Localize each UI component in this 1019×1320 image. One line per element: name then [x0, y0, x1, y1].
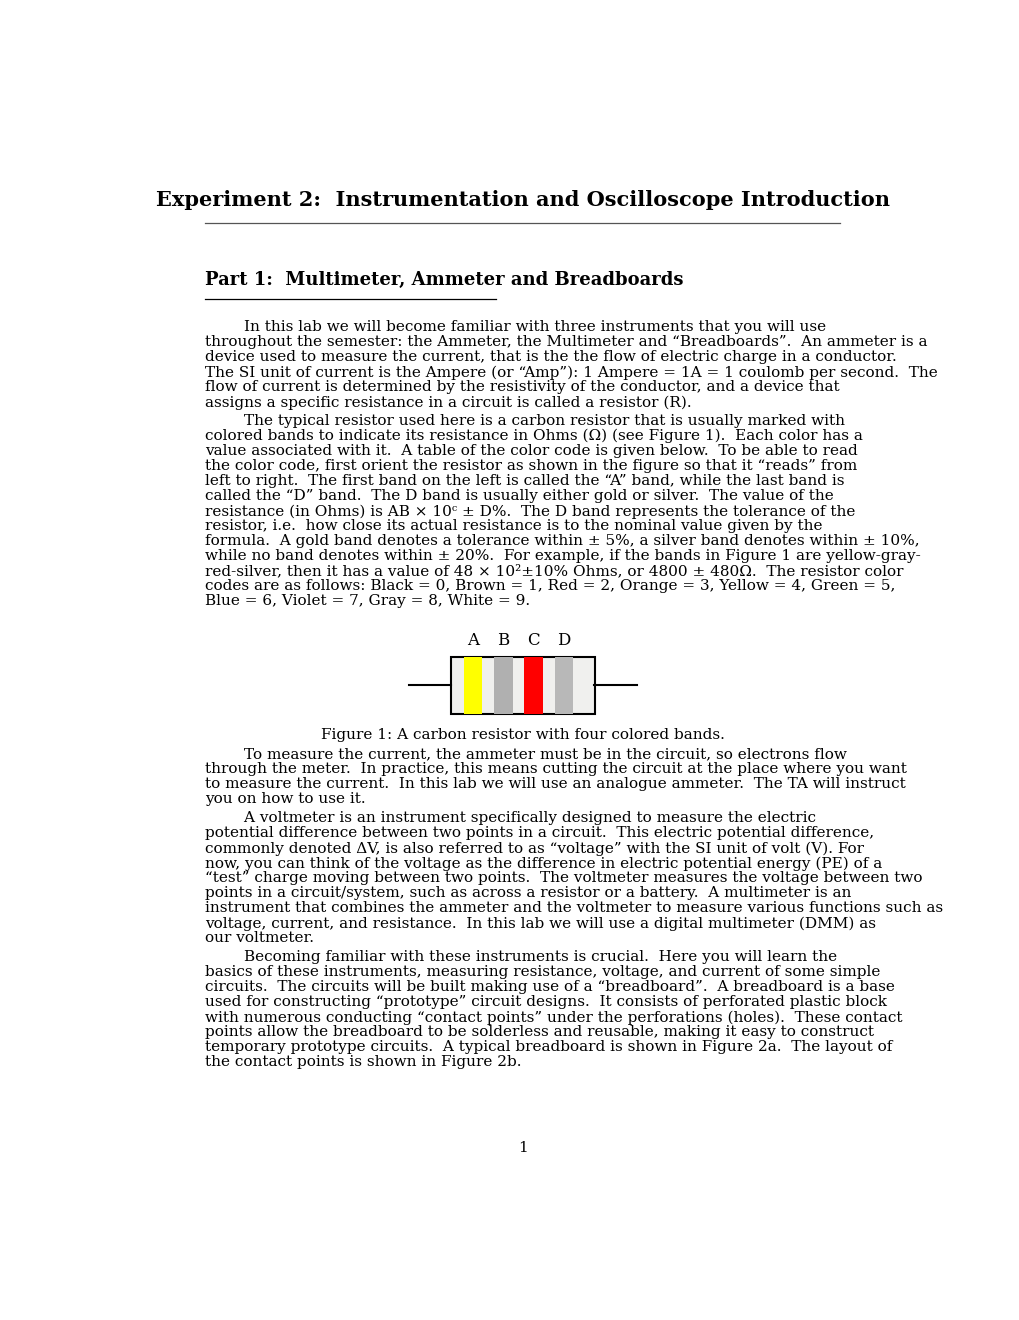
Text: To measure the current, the ammeter must be in the circuit, so electrons flow: To measure the current, the ammeter must… — [205, 747, 846, 762]
Text: commonly denoted ΔV, is also referred to as “voltage” with the SI unit of volt (: commonly denoted ΔV, is also referred to… — [205, 841, 863, 855]
Text: instrument that combines the ammeter and the voltmeter to measure various functi: instrument that combines the ammeter and… — [205, 902, 943, 916]
Text: Becoming familiar with these instruments is crucial.  Here you will learn the: Becoming familiar with these instruments… — [205, 950, 837, 965]
Text: Part 1:  Multimeter, Ammeter and Breadboards: Part 1: Multimeter, Ammeter and Breadboa… — [205, 272, 683, 289]
Text: A voltmeter is an instrument specifically designed to measure the electric: A voltmeter is an instrument specificall… — [205, 812, 815, 825]
Text: In this lab we will become familiar with three instruments that you will use: In this lab we will become familiar with… — [205, 321, 825, 334]
Text: called the “D” band.  The D band is usually either gold or silver.  The value of: called the “D” band. The D band is usual… — [205, 490, 833, 503]
Text: through the meter.  In practice, this means cutting the circuit at the place whe: through the meter. In practice, this mea… — [205, 763, 906, 776]
Text: B: B — [497, 632, 510, 649]
Bar — [493, 656, 513, 714]
Text: circuits.  The circuits will be built making use of a “breadboard”.  A breadboar: circuits. The circuits will be built mak… — [205, 981, 894, 994]
Text: Blue = 6, Violet = 7, Gray = 8, White = 9.: Blue = 6, Violet = 7, Gray = 8, White = … — [205, 594, 530, 609]
Text: to measure the current.  In this lab we will use an analogue ammeter.  The TA wi: to measure the current. In this lab we w… — [205, 777, 905, 792]
Text: The SI unit of current is the Ampere (or “Amp”): 1 Ampere = 1A = 1 coulomb per s: The SI unit of current is the Ampere (or… — [205, 366, 936, 380]
Text: resistance (in Ohms) is AB × 10ᶜ ± D%.  The D band represents the tolerance of t: resistance (in Ohms) is AB × 10ᶜ ± D%. T… — [205, 504, 855, 519]
Bar — [554, 656, 573, 714]
Text: our voltmeter.: our voltmeter. — [205, 932, 314, 945]
Text: formula.  A gold band denotes a tolerance within ± 5%, a silver band denotes wit: formula. A gold band denotes a tolerance… — [205, 535, 919, 548]
Text: Figure 1: A carbon resistor with four colored bands.: Figure 1: A carbon resistor with four co… — [321, 729, 723, 742]
Text: now, you can think of the voltage as the difference in electric potential energy: now, you can think of the voltage as the… — [205, 857, 881, 871]
Text: while no band denotes within ± 20%.  For example, if the bands in Figure 1 are y: while no band denotes within ± 20%. For … — [205, 549, 920, 564]
Text: voltage, current, and resistance.  In this lab we will use a digital multimeter : voltage, current, and resistance. In thi… — [205, 916, 875, 931]
Text: you on how to use it.: you on how to use it. — [205, 792, 365, 807]
Text: potential difference between two points in a circuit.  This electric potential d: potential difference between two points … — [205, 826, 873, 841]
Text: Experiment 2:  Instrumentation and Oscilloscope Introduction: Experiment 2: Instrumentation and Oscill… — [156, 190, 889, 210]
Text: D: D — [556, 632, 570, 649]
Text: device used to measure the current, that is the the flow of electric charge in a: device used to measure the current, that… — [205, 350, 896, 364]
Text: temporary prototype circuits.  A typical breadboard is shown in Figure 2a.  The : temporary prototype circuits. A typical … — [205, 1040, 892, 1055]
Text: assigns a specific resistance in a circuit is called a resistor (R).: assigns a specific resistance in a circu… — [205, 395, 691, 409]
Text: value associated with it.  A table of the color code is given below.  To be able: value associated with it. A table of the… — [205, 444, 857, 458]
Text: left to right.  The first band on the left is called the “A” band, while the las: left to right. The first band on the lef… — [205, 474, 844, 488]
Text: with numerous conducting “contact points” under the perforations (holes).  These: with numerous conducting “contact points… — [205, 1010, 902, 1024]
Text: points in a circuit/system, such as across a resistor or a battery.  A multimete: points in a circuit/system, such as acro… — [205, 887, 851, 900]
Text: C: C — [527, 632, 539, 649]
Bar — [524, 656, 542, 714]
Text: used for constructing “prototype” circuit designs.  It consists of perforated pl: used for constructing “prototype” circui… — [205, 995, 887, 1010]
Text: red-silver, then it has a value of 48 × 10²±10% Ohms, or 4800 ± 480Ω.  The resis: red-silver, then it has a value of 48 × … — [205, 564, 903, 578]
Text: points allow the breadboard to be solderless and reusable, making it easy to con: points allow the breadboard to be solder… — [205, 1026, 873, 1039]
Text: the color code, first orient the resistor as shown in the figure so that it “rea: the color code, first orient the resisto… — [205, 459, 856, 473]
Text: flow of current is determined by the resistivity of the conductor, and a device : flow of current is determined by the res… — [205, 380, 839, 395]
Text: codes are as follows: Black = 0, Brown = 1, Red = 2, Orange = 3, Yellow = 4, Gre: codes are as follows: Black = 0, Brown =… — [205, 579, 895, 593]
Text: resistor, i.e.  how close its actual resistance is to the nominal value given by: resistor, i.e. how close its actual resi… — [205, 519, 821, 533]
Text: 1: 1 — [518, 1140, 527, 1155]
Text: colored bands to indicate its resistance in Ohms (Ω) (see Figure 1).  Each color: colored bands to indicate its resistance… — [205, 429, 862, 444]
Text: basics of these instruments, measuring resistance, voltage, and current of some : basics of these instruments, measuring r… — [205, 965, 879, 979]
Text: The typical resistor used here is a carbon resistor that is usually marked with: The typical resistor used here is a carb… — [205, 414, 844, 428]
Bar — [464, 656, 482, 714]
Text: “test” charge moving between two points.  The voltmeter measures the voltage bet: “test” charge moving between two points.… — [205, 871, 921, 886]
Text: A: A — [467, 632, 479, 649]
Text: the contact points is shown in Figure 2b.: the contact points is shown in Figure 2b… — [205, 1056, 521, 1069]
Bar — [451, 656, 594, 714]
Text: throughout the semester: the Ammeter, the Multimeter and “Breadboards”.  An amme: throughout the semester: the Ammeter, th… — [205, 335, 926, 348]
